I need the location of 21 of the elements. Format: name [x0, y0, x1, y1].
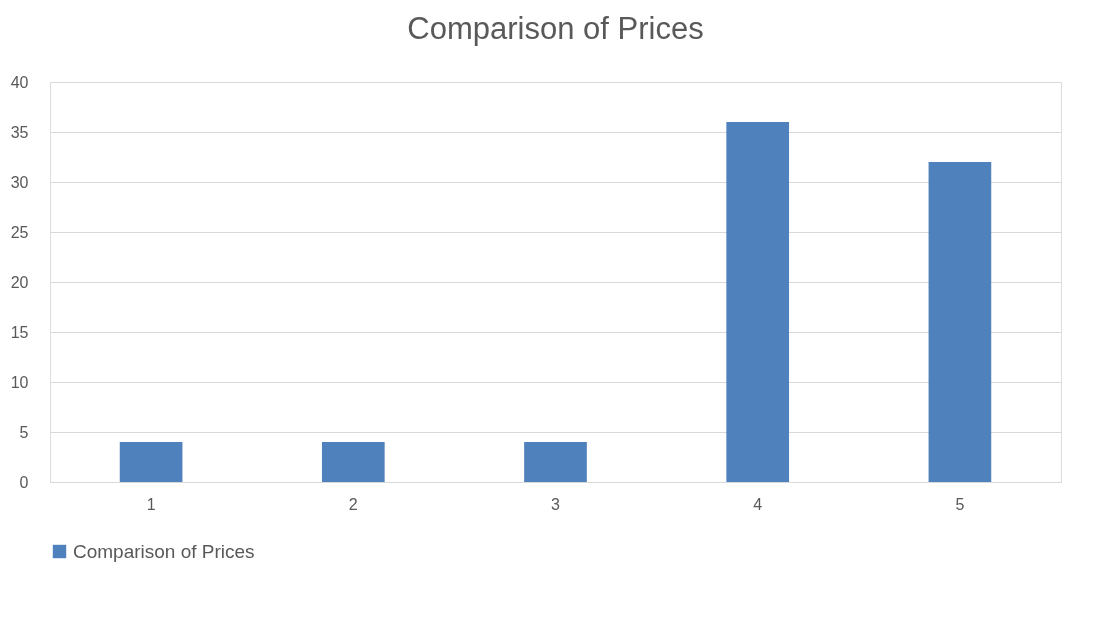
x-tick-label: 1 — [146, 495, 156, 513]
y-tick-label: 25 — [10, 223, 29, 241]
legend-label: Comparison of Prices — [73, 540, 255, 562]
bar — [928, 162, 992, 482]
x-tick-label: 3 — [551, 495, 561, 513]
y-tick-label: 30 — [10, 173, 29, 191]
y-tick-label: 10 — [10, 373, 29, 391]
y-tick-label: 5 — [19, 423, 29, 441]
x-tick-label: 4 — [753, 495, 763, 513]
bar — [119, 442, 183, 482]
bar — [726, 122, 790, 482]
y-tick-label: 15 — [10, 323, 29, 341]
y-tick-label: 0 — [19, 473, 29, 491]
chart-title: Comparison of Prices — [407, 11, 704, 46]
x-tick-label: 5 — [955, 495, 965, 513]
bar — [321, 442, 385, 482]
y-tick-label: 35 — [10, 123, 29, 141]
bar — [524, 442, 587, 482]
y-tick-label: 20 — [10, 273, 29, 291]
x-tick-label: 2 — [348, 495, 358, 513]
y-tick-label: 40 — [10, 73, 29, 91]
